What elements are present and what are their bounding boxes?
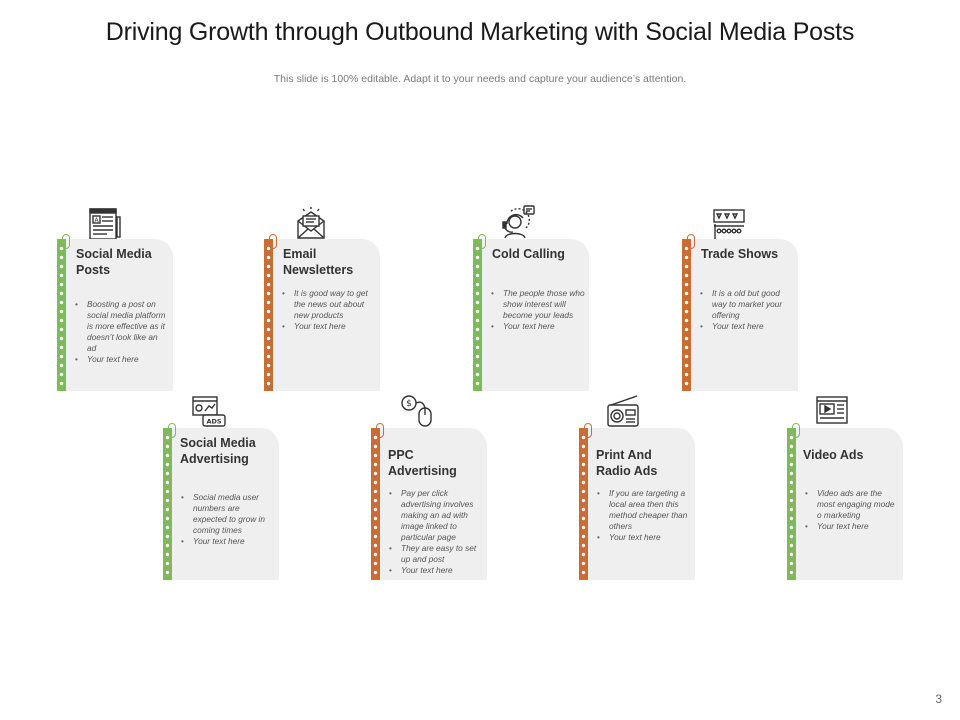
card-bullet: Your text here — [803, 521, 899, 532]
card-trade-shows: Trade Shows It is a old but good way to … — [682, 234, 798, 391]
card-bullet: It is a old but good way to market your … — [698, 288, 794, 321]
card-video-ads: Video Ads Video ads are the most engagin… — [787, 423, 903, 580]
card-ppc-advertising: PPC Advertising Pay per click advertisin… — [371, 423, 487, 580]
slide-subtitle: This slide is 100% editable. Adapt it to… — [273, 73, 687, 85]
card-spine — [264, 239, 273, 391]
card-bullet: Your text here — [489, 321, 585, 332]
page-number: 3 — [935, 692, 942, 706]
card-title: Email Newsletters — [283, 247, 354, 277]
card-bullets: The people those who show interest will … — [489, 288, 585, 332]
card-bullet: Your text here — [698, 321, 794, 332]
card-bullet: It is good way to get the news out about… — [280, 288, 376, 321]
card-bullets: If you are targeting a local area then t… — [595, 488, 691, 543]
trade-show-booth-icon — [711, 205, 747, 241]
card-bullets: It is good way to get the news out about… — [280, 288, 376, 332]
card-title: Trade Shows — [701, 247, 779, 261]
card-title: Social Media Posts — [76, 247, 152, 277]
card-bullets: Video ads are the most engaging mode o m… — [803, 488, 899, 532]
svg-text:$: $ — [406, 399, 412, 409]
card-bullet: Your text here — [595, 532, 691, 543]
card-bullets: It is a old but good way to market your … — [698, 288, 794, 332]
paperclip-icon — [62, 234, 70, 249]
card-title: Print And Radio Ads — [596, 448, 658, 478]
card-bullet: The people those who show interest will … — [489, 288, 585, 321]
slide-title: Driving Growth through Outbound Marketin… — [105, 18, 855, 46]
card-bullet: Boosting a post on social media platform… — [73, 299, 169, 354]
card-bullet: If you are targeting a local area then t… — [595, 488, 691, 532]
card-bullet: Pay per click advertising involves makin… — [387, 488, 483, 543]
card-bullet: Your text here — [179, 536, 275, 547]
card-title: Cold Calling — [492, 247, 565, 261]
call-center-icon — [500, 204, 536, 240]
card-spine — [473, 239, 482, 391]
card-spine — [57, 239, 66, 391]
radio-icon — [605, 393, 641, 429]
card-spine — [682, 239, 691, 391]
card-bullet: Your text here — [387, 565, 483, 576]
card-print-and-radio-ads: Print And Radio Ads If you are targeting… — [579, 423, 695, 580]
card-title: Social Media Advertising — [180, 436, 256, 466]
paperclip-icon — [792, 423, 800, 438]
card-spine — [163, 428, 172, 580]
paperclip-icon — [269, 234, 277, 249]
paperclip-icon — [584, 423, 592, 438]
card-social-media-advertising: Social Media Advertising Social media us… — [163, 423, 279, 580]
card-social-media-posts: Social Media Posts Boosting a post on so… — [57, 234, 173, 391]
newspaper-icon: A — [87, 205, 123, 241]
card-spine — [787, 428, 796, 580]
card-bullet: Video ads are the most engaging mode o m… — [803, 488, 899, 521]
card-spine — [579, 428, 588, 580]
card-cold-calling: Cold Calling The people those who show i… — [473, 234, 589, 391]
svg-text:ADS: ADS — [206, 418, 221, 426]
paperclip-icon — [376, 423, 384, 438]
card-bullets: Pay per click advertising involves makin… — [387, 488, 483, 576]
card-bullet: They are easy to set up and post — [387, 543, 483, 565]
envelope-icon — [293, 206, 329, 242]
svg-text:A: A — [94, 217, 99, 224]
video-player-icon — [814, 393, 850, 429]
paperclip-icon — [687, 234, 695, 249]
paperclip-icon — [478, 234, 486, 249]
ads-screen-icon: ADS — [191, 393, 227, 429]
pay-per-click-icon: $ — [399, 392, 435, 428]
card-title: PPC Advertising — [388, 448, 457, 478]
card-spine — [371, 428, 380, 580]
card-bullets: Social media user numbers are expected t… — [179, 492, 275, 547]
card-bullet: Social media user numbers are expected t… — [179, 492, 275, 536]
card-title: Video Ads — [803, 448, 864, 462]
paperclip-icon — [168, 423, 176, 438]
card-bullet: Your text here — [280, 321, 376, 332]
card-bullets: Boosting a post on social media platform… — [73, 299, 169, 365]
card-email-newsletters: Email Newsletters It is good way to get … — [264, 234, 380, 391]
card-bullet: Your text here — [73, 354, 169, 365]
